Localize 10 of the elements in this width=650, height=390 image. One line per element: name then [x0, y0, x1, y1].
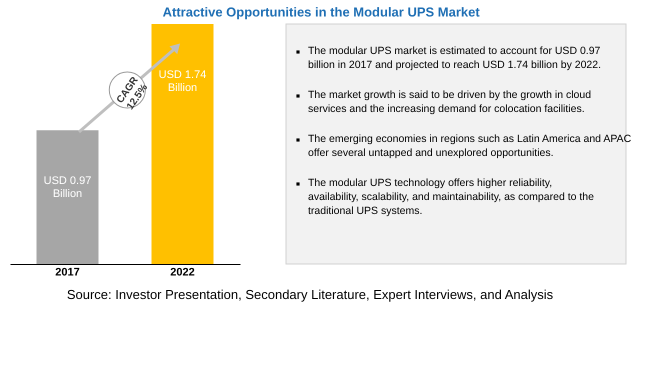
text: The market growth is said to be driven by the growth in cloud services and the increasing demand for colocation facilities. [308, 89, 592, 115]
text: The modular UPS technology offers higher reliability, availability, scalability, and maintainability, as compared to the traditional UPS systems. [308, 177, 594, 217]
text: The emerging economies in regions such as Latin America and APAC offer several untapped and unexplored opportunities. [308, 133, 632, 159]
data-label: USD 0.97 Billion [44, 175, 92, 200]
text: The modular UPS market is estimated to account for USD 0.97 billion in 2017 and projected to reach USD 1.74 billion by 2022. [308, 45, 602, 71]
source-note: Source: Investor Presentation, Secondary Literature, Expert Interviews, and Analysis [66, 287, 554, 302]
text: Attractive Opportunities in the Modular UPS Market [162, 4, 480, 20]
data-label: USD 1.74 Billion [158, 69, 206, 94]
x-tick-label: 2017 [55, 266, 80, 278]
x-tick-label: 2022 [170, 266, 195, 278]
